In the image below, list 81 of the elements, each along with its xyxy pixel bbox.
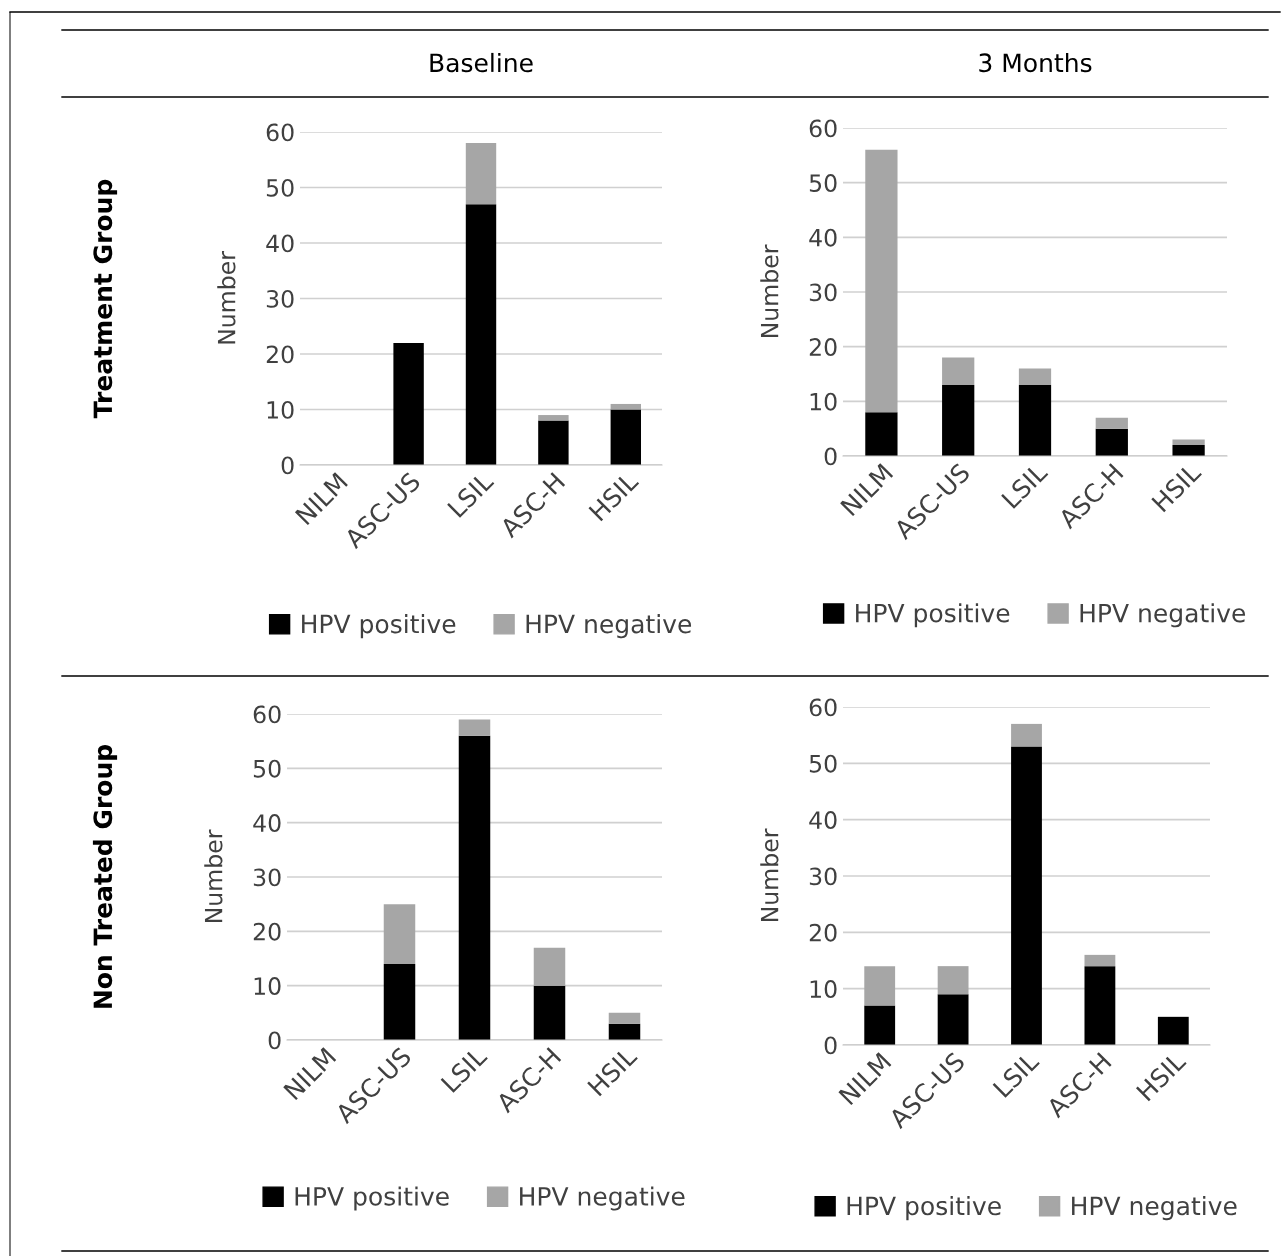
bar — [608, 1012, 641, 1024]
y-axis-title: Number — [760, 244, 779, 338]
bar — [865, 149, 898, 413]
y-tick-label: 0 — [281, 456, 294, 475]
bar — [608, 1023, 641, 1040]
bar — [383, 904, 416, 964]
bar — [942, 384, 975, 456]
bar — [865, 412, 898, 456]
bar — [1011, 746, 1042, 1045]
y-tick-label: 50 — [253, 759, 281, 778]
bar — [864, 966, 896, 1006]
bar — [1095, 417, 1128, 429]
bar — [533, 947, 566, 986]
bar — [1172, 439, 1205, 446]
y-tick-label: 0 — [824, 447, 837, 466]
y-tick-label: 60 — [809, 119, 837, 138]
legend-label: HPV positive — [856, 603, 1010, 628]
bar — [1095, 428, 1128, 456]
y-tick-label: 20 — [266, 345, 294, 364]
bar — [1084, 954, 1116, 967]
bar — [458, 719, 491, 736]
bar — [465, 204, 497, 465]
y-tick-label: 20 — [253, 922, 281, 941]
x-tick-label: LSIL — [1000, 461, 1049, 509]
chart-title: 3 Months — [979, 52, 1092, 73]
x-tick-label: LSIL — [440, 1045, 489, 1093]
legend-label: HPV negative — [526, 614, 692, 639]
y-tick-label: 50 — [809, 754, 837, 773]
bar — [538, 420, 569, 465]
y-tick-label: 40 — [253, 814, 281, 832]
y-tick-label: 30 — [253, 868, 281, 887]
y-tick-label: 20 — [809, 338, 837, 356]
y-tick-label: 20 — [809, 923, 837, 942]
y-tick-label: 30 — [809, 283, 837, 302]
y-tick-label: 30 — [809, 867, 837, 886]
bar — [1084, 966, 1116, 1045]
legend-label: HPV negative — [1072, 1195, 1237, 1221]
y-tick-label: 40 — [266, 234, 294, 253]
x-tick-label: LSIL — [992, 1050, 1041, 1098]
bar — [458, 735, 491, 1040]
text: Non Treated Group — [92, 744, 118, 1008]
bar — [383, 963, 416, 1040]
legend-label: HPV positive — [302, 614, 456, 639]
bar — [610, 409, 641, 465]
y-tick-label: 60 — [809, 698, 837, 717]
legend-label: HPV positive — [295, 1186, 449, 1211]
y-tick-label: 60 — [253, 705, 281, 724]
y-tick-label: 60 — [266, 123, 294, 142]
bar — [1018, 368, 1052, 385]
bar — [864, 1005, 896, 1045]
y-tick-label: 50 — [266, 178, 294, 197]
y-tick-label: 40 — [809, 228, 837, 247]
chart-title: Baseline — [430, 52, 533, 73]
legend-label: HPV negative — [520, 1186, 685, 1211]
y-tick-label: 10 — [810, 980, 837, 998]
bar — [1157, 1016, 1189, 1045]
y-tick-label: 10 — [810, 392, 837, 411]
x-tick-label: LSIL — [446, 470, 495, 518]
y-tick-label: 40 — [809, 811, 837, 829]
bar — [937, 994, 969, 1045]
bar — [465, 143, 497, 205]
bar — [937, 966, 969, 995]
bar — [393, 342, 424, 465]
y-tick-label: 30 — [266, 289, 294, 308]
bar — [1018, 384, 1052, 456]
y-tick-label: 0 — [824, 1036, 837, 1055]
bar — [533, 985, 566, 1040]
bar — [538, 415, 569, 421]
y-tick-label: 50 — [809, 174, 837, 192]
y-axis-title: Number — [760, 828, 779, 922]
bar — [1011, 723, 1042, 747]
legend-label: HPV positive — [847, 1195, 1001, 1221]
bar — [1172, 445, 1205, 456]
text: Treatment Group — [93, 179, 118, 419]
y-tick-label: 0 — [268, 1031, 281, 1050]
y-axis-title: Number — [217, 251, 236, 344]
y-axis-title: Number — [204, 829, 223, 923]
bar — [942, 357, 975, 385]
y-tick-label: 10 — [254, 977, 281, 995]
y-tick-label: 10 — [267, 400, 294, 419]
legend-label: HPV negative — [1080, 603, 1246, 628]
